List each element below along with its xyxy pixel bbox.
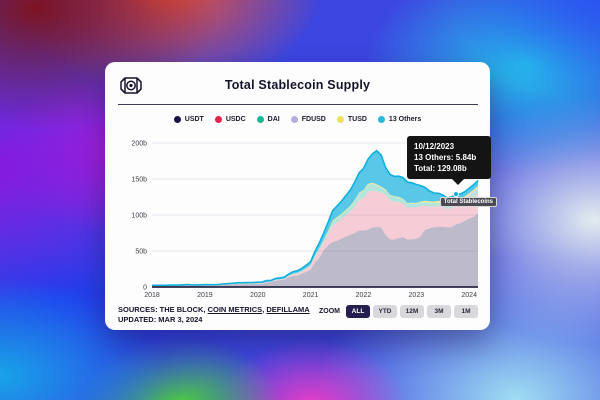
svg-text:2023: 2023 <box>409 292 425 299</box>
updated-line: UPDATED: MAR 3, 2024 <box>118 315 203 324</box>
tooltip-date: 10/12/2023 <box>414 142 455 151</box>
zoom-controls: ZOOM ALL YTD 12M 3M 1M <box>319 305 478 318</box>
chart-tooltip: 10/12/2023 13 Others: 5.84b Total: 129.0… <box>407 136 491 185</box>
legend-dot-usdc <box>214 116 222 123</box>
svg-text:2019: 2019 <box>197 292 213 299</box>
legend-dot-dai <box>256 116 264 123</box>
legend-item-usdt[interactable]: USDT <box>173 116 204 123</box>
coin-metrics-link[interactable]: COIN METRICS <box>207 305 263 314</box>
defillama-link[interactable]: DEFILLAMA <box>266 305 310 314</box>
legend-dot-fdusd <box>290 116 298 123</box>
zoom-button-3m[interactable]: 3M <box>427 305 451 318</box>
svg-text:0: 0 <box>143 285 147 292</box>
legend-label-tusd: TUSD <box>347 116 367 123</box>
legend-label-dai: DAI <box>267 116 280 123</box>
legend-dot-tusd <box>336 116 344 123</box>
the-block-logo-icon <box>120 77 142 94</box>
chart-card: Total Stablecoin Supply USDT USDC DAI FD… <box>105 62 497 330</box>
legend-item-dai[interactable]: DAI <box>256 116 280 123</box>
legend-label-fdusd: FDUSD <box>301 116 326 123</box>
card-footer: SOURCES: THE BLOCK, COIN METRICS, DEFILL… <box>118 305 478 325</box>
zoom-button-all[interactable]: ALL <box>346 305 370 318</box>
tooltip-others-value: 13 Others: 5.84b <box>414 153 477 162</box>
chart-title: Total Stablecoin Supply <box>224 78 371 92</box>
tooltip-total-value: Total: 129.08b <box>414 164 467 173</box>
legend-label-13-others: 13 Others <box>388 116 422 123</box>
zoom-label: ZOOM <box>319 308 340 315</box>
svg-text:2018: 2018 <box>144 292 160 299</box>
legend-item-fdusd[interactable]: FDUSD <box>290 116 326 123</box>
sources-block: SOURCES: THE BLOCK, COIN METRICS, DEFILL… <box>118 305 310 325</box>
legend-item-tusd[interactable]: TUSD <box>336 116 367 123</box>
header-divider <box>118 104 478 105</box>
legend-label-usdt: USDT <box>184 116 204 123</box>
sources-line: SOURCES: THE BLOCK, COIN METRICS, DEFILL… <box>118 305 310 315</box>
zoom-button-12m[interactable]: 12M <box>400 305 424 318</box>
svg-text:2021: 2021 <box>303 292 319 299</box>
legend-item-usdc[interactable]: USDC <box>214 116 246 123</box>
zoom-button-1m[interactable]: 1M <box>454 305 478 318</box>
svg-text:50b: 50b <box>135 249 147 256</box>
legend-item-13-others[interactable]: 13 Others <box>377 116 422 123</box>
sources-separator: , <box>262 305 267 314</box>
svg-text:200b: 200b <box>131 141 147 148</box>
legend-label-usdc: USDC <box>225 116 246 123</box>
legend-dot-13-others <box>377 116 385 123</box>
svg-text:2020: 2020 <box>250 292 266 299</box>
chart-legend: USDT USDC DAI FDUSD TUSD 13 Others <box>105 116 490 123</box>
svg-text:2024: 2024 <box>461 292 477 299</box>
series-label-badge: Total Stablecoins <box>439 197 497 207</box>
svg-text:150b: 150b <box>131 177 147 184</box>
legend-dot-usdt <box>173 116 181 123</box>
svg-text:2022: 2022 <box>356 292 372 299</box>
tooltip-arrow <box>452 179 464 185</box>
zoom-button-ytd[interactable]: YTD <box>373 305 397 318</box>
sources-prefix: SOURCES: THE BLOCK, <box>118 305 208 314</box>
svg-text:100b: 100b <box>131 213 147 220</box>
